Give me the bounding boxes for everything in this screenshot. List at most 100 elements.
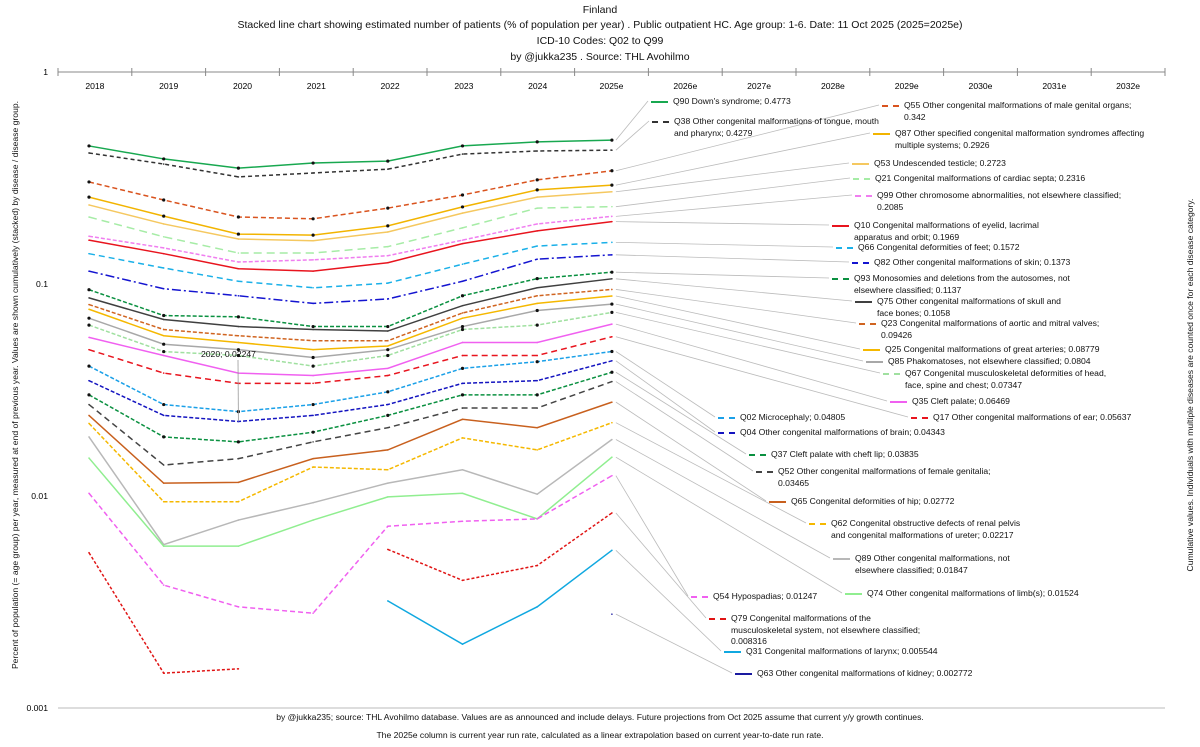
legend-item: Q52 Other congenital malformations of fe…	[756, 466, 993, 489]
legend-label: Q35 Cleft palate; 0.06469	[912, 396, 1010, 406]
legend-swatch-icon	[749, 454, 766, 456]
data-point	[162, 672, 165, 674]
data-point	[237, 294, 240, 297]
data-point	[237, 500, 240, 503]
series-line-Q82	[88, 254, 612, 305]
data-point	[162, 372, 165, 374]
data-point	[236, 348, 240, 352]
data-point	[312, 374, 314, 377]
legend-swatch-icon	[836, 247, 853, 249]
data-point	[611, 335, 613, 338]
data-point	[610, 138, 614, 142]
data-point	[610, 310, 614, 314]
legend-swatch-icon	[853, 178, 870, 180]
data-point	[162, 214, 166, 218]
data-point	[237, 481, 240, 484]
data-point	[611, 323, 613, 325]
data-point	[387, 374, 389, 377]
data-point	[387, 496, 389, 498]
data-point	[236, 166, 240, 170]
series-line-Q66	[88, 241, 612, 289]
y-tick-label: 1	[43, 67, 48, 77]
series-line-Q62	[88, 421, 613, 503]
data-point	[611, 613, 613, 615]
data-point	[162, 342, 166, 346]
series-line-Q17	[88, 336, 613, 385]
data-point	[88, 551, 90, 554]
data-point	[87, 288, 91, 292]
legend-label: Q62 Congenital obstructive defects of re…	[831, 518, 1021, 540]
data-point	[536, 426, 538, 429]
leader-line	[615, 323, 888, 402]
series-line-Q67	[88, 311, 613, 367]
data-point	[536, 245, 538, 247]
legend-label: Q37 Cleft palate with cheft lip; 0.03835	[771, 449, 919, 459]
data-point	[88, 379, 90, 382]
legend-item: Q25 Congenital malformations of great ar…	[863, 344, 1145, 356]
data-point	[611, 421, 613, 424]
data-point	[237, 280, 240, 283]
data-point	[162, 500, 165, 503]
data-point	[610, 169, 614, 173]
legend-label: Q67 Congenital musculoskeletal deformiti…	[905, 368, 1107, 390]
data-point	[87, 393, 91, 397]
x-tick-label: 2032e	[1116, 81, 1140, 91]
data-point	[88, 492, 90, 495]
data-point	[387, 298, 389, 300]
data-point	[610, 302, 614, 306]
legend-item: Q53 Undescended testicle; 0.2723	[852, 158, 1134, 170]
legend-label: Q89 Other congenital malformations, not …	[855, 553, 1010, 575]
legend-swatch-icon	[911, 417, 928, 419]
data-point	[237, 176, 240, 178]
legend-swatch-icon	[833, 558, 850, 560]
x-tick-label: 2025e	[600, 81, 624, 91]
x-tick-label: 2019	[159, 81, 178, 91]
series-line-Q74	[88, 456, 613, 547]
data-point	[312, 172, 314, 174]
data-point	[461, 643, 464, 645]
data-point	[611, 278, 613, 280]
x-tick-label: 2022	[381, 81, 400, 91]
data-point	[237, 267, 240, 270]
footer-source: by @jukka235; source: THL Avohilmo datab…	[276, 712, 924, 722]
data-point	[312, 612, 314, 615]
data-point	[237, 238, 240, 240]
legend-label: Q23 Congenital malformations of aortic a…	[881, 318, 1100, 340]
leader-line	[615, 132, 871, 186]
leader-line	[615, 512, 707, 619]
data-point	[311, 161, 315, 165]
data-point	[460, 193, 465, 197]
data-point	[536, 606, 538, 608]
data-point	[536, 354, 538, 357]
data-point	[386, 224, 390, 228]
legend-label: Q65 Congenital deformities of hip; 0.027…	[791, 496, 955, 506]
data-point	[162, 464, 165, 466]
data-point	[461, 239, 464, 241]
leader-line	[615, 221, 830, 226]
data-point	[536, 207, 538, 209]
data-point	[88, 348, 90, 351]
leader-line	[615, 613, 733, 674]
data-point	[611, 438, 613, 441]
data-point	[162, 157, 166, 161]
y-axis-label: Percent of population (= age group) per …	[10, 100, 20, 670]
legend-item: Q67 Congenital musculoskeletal deformiti…	[883, 368, 1120, 391]
legend-item: Q74 Other congenital malformations of li…	[845, 588, 1107, 600]
data-annotation: 2020; 0.02247	[201, 349, 256, 359]
series-line-Q02	[88, 350, 613, 413]
legend-swatch-icon	[873, 133, 890, 135]
x-tick-label: 2018	[85, 81, 104, 91]
data-point	[461, 242, 464, 245]
x-tick-label: 2024	[528, 81, 547, 91]
data-point	[88, 152, 90, 154]
data-point	[535, 178, 539, 182]
x-tick-label: 2026e	[673, 81, 697, 91]
series-line-Q31	[387, 549, 613, 646]
x-tick-label: 2027e	[747, 81, 771, 91]
data-point	[387, 339, 389, 342]
data-point	[460, 324, 465, 329]
data-point	[312, 302, 314, 305]
data-point	[88, 252, 90, 255]
x-tick-label: 2020	[233, 81, 252, 91]
